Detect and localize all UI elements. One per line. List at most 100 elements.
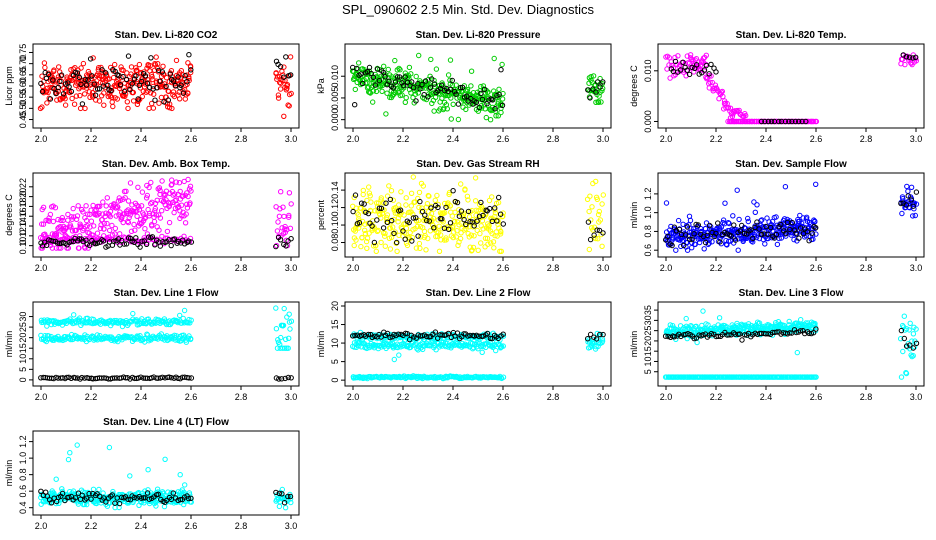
- data-point: [94, 240, 101, 246]
- data-point: [491, 332, 498, 338]
- data-point: [100, 199, 106, 205]
- plot-area-frame: [344, 172, 612, 258]
- data-point: [381, 63, 387, 70]
- y-tick-label: 5: [18, 367, 28, 372]
- data-point: [50, 218, 56, 225]
- data-point: [91, 81, 97, 87]
- data-point: [488, 240, 494, 246]
- data-point: [453, 91, 459, 97]
- data-point: [487, 117, 494, 123]
- data-point: [281, 74, 287, 80]
- data-point: [739, 337, 745, 343]
- data-point: [366, 190, 373, 196]
- data-point: [911, 206, 917, 212]
- data-point: [71, 101, 78, 107]
- data-point: [185, 176, 191, 183]
- data-point: [79, 101, 86, 107]
- data-point: [422, 233, 428, 239]
- data-point: [725, 220, 731, 226]
- y-tick-label: 0.6: [643, 244, 653, 257]
- x-tick-label: 2.4: [760, 263, 773, 273]
- data-point: [153, 54, 159, 60]
- data-point: [62, 96, 68, 102]
- data-point: [758, 118, 765, 125]
- data-point: [689, 245, 695, 251]
- data-point: [95, 212, 101, 218]
- y-axis-label: degrees C: [4, 194, 14, 236]
- data-point: [778, 221, 784, 228]
- data-point: [350, 76, 357, 83]
- data-point: [127, 209, 134, 215]
- data-point: [60, 91, 67, 97]
- data-point: [385, 66, 391, 73]
- data-point: [759, 217, 765, 223]
- data-point: [457, 235, 464, 242]
- data-point: [694, 339, 700, 346]
- data-point: [425, 235, 431, 242]
- data-point: [286, 335, 292, 341]
- data-point: [288, 375, 294, 381]
- data-point: [500, 221, 506, 227]
- data-point: [40, 221, 47, 227]
- data-point: [376, 78, 383, 84]
- data-point: [285, 345, 291, 351]
- data-point: [913, 189, 920, 195]
- x-tick-label: 2.4: [447, 134, 460, 144]
- data-point: [483, 332, 489, 338]
- data-point: [57, 78, 63, 85]
- data-point: [491, 55, 497, 62]
- series-overlay: [663, 189, 920, 249]
- data-point: [282, 505, 289, 511]
- data-point: [188, 67, 194, 73]
- data-point: [450, 188, 456, 194]
- data-point: [105, 82, 111, 89]
- data-point: [130, 98, 137, 104]
- data-point: [722, 200, 728, 206]
- data-point: [384, 330, 391, 337]
- data-point: [587, 331, 594, 338]
- data-point: [350, 333, 356, 339]
- y-axis-label: kPa: [316, 78, 326, 94]
- data-point: [133, 73, 139, 79]
- data-point: [279, 68, 285, 75]
- plot-area-frame: [344, 301, 612, 387]
- data-point: [431, 81, 437, 87]
- data-point: [378, 205, 385, 212]
- data-point: [418, 374, 424, 380]
- data-point: [483, 114, 489, 121]
- data-point: [142, 73, 149, 79]
- data-point: [692, 57, 698, 63]
- data-point: [403, 202, 409, 208]
- data-point: [101, 226, 107, 232]
- x-tick-label: 3.0: [597, 263, 610, 273]
- data-point: [396, 352, 402, 358]
- data-point: [427, 73, 433, 80]
- data-point: [368, 199, 374, 205]
- data-point: [369, 223, 375, 229]
- data-point: [378, 239, 384, 246]
- x-tick-label: 2.2: [397, 263, 410, 273]
- data-point: [446, 226, 452, 233]
- data-point: [50, 77, 56, 83]
- data-point: [593, 99, 599, 106]
- data-point: [134, 67, 140, 73]
- data-point: [384, 193, 391, 199]
- data-point: [156, 227, 162, 233]
- data-point: [778, 235, 785, 241]
- y-tick-label: 25: [643, 326, 653, 336]
- data-point: [425, 94, 431, 100]
- data-point: [596, 208, 602, 215]
- data-point: [88, 75, 94, 82]
- data-point: [151, 91, 157, 97]
- data-point: [162, 456, 168, 462]
- data-point: [85, 68, 92, 75]
- data-point: [184, 81, 190, 88]
- data-point: [111, 375, 118, 381]
- y-axis-label: ml/min: [4, 460, 14, 487]
- data-point: [356, 60, 362, 66]
- data-point: [417, 198, 423, 205]
- data-point: [274, 228, 281, 234]
- data-point: [169, 181, 175, 188]
- data-point: [75, 203, 81, 209]
- data-point: [597, 331, 603, 338]
